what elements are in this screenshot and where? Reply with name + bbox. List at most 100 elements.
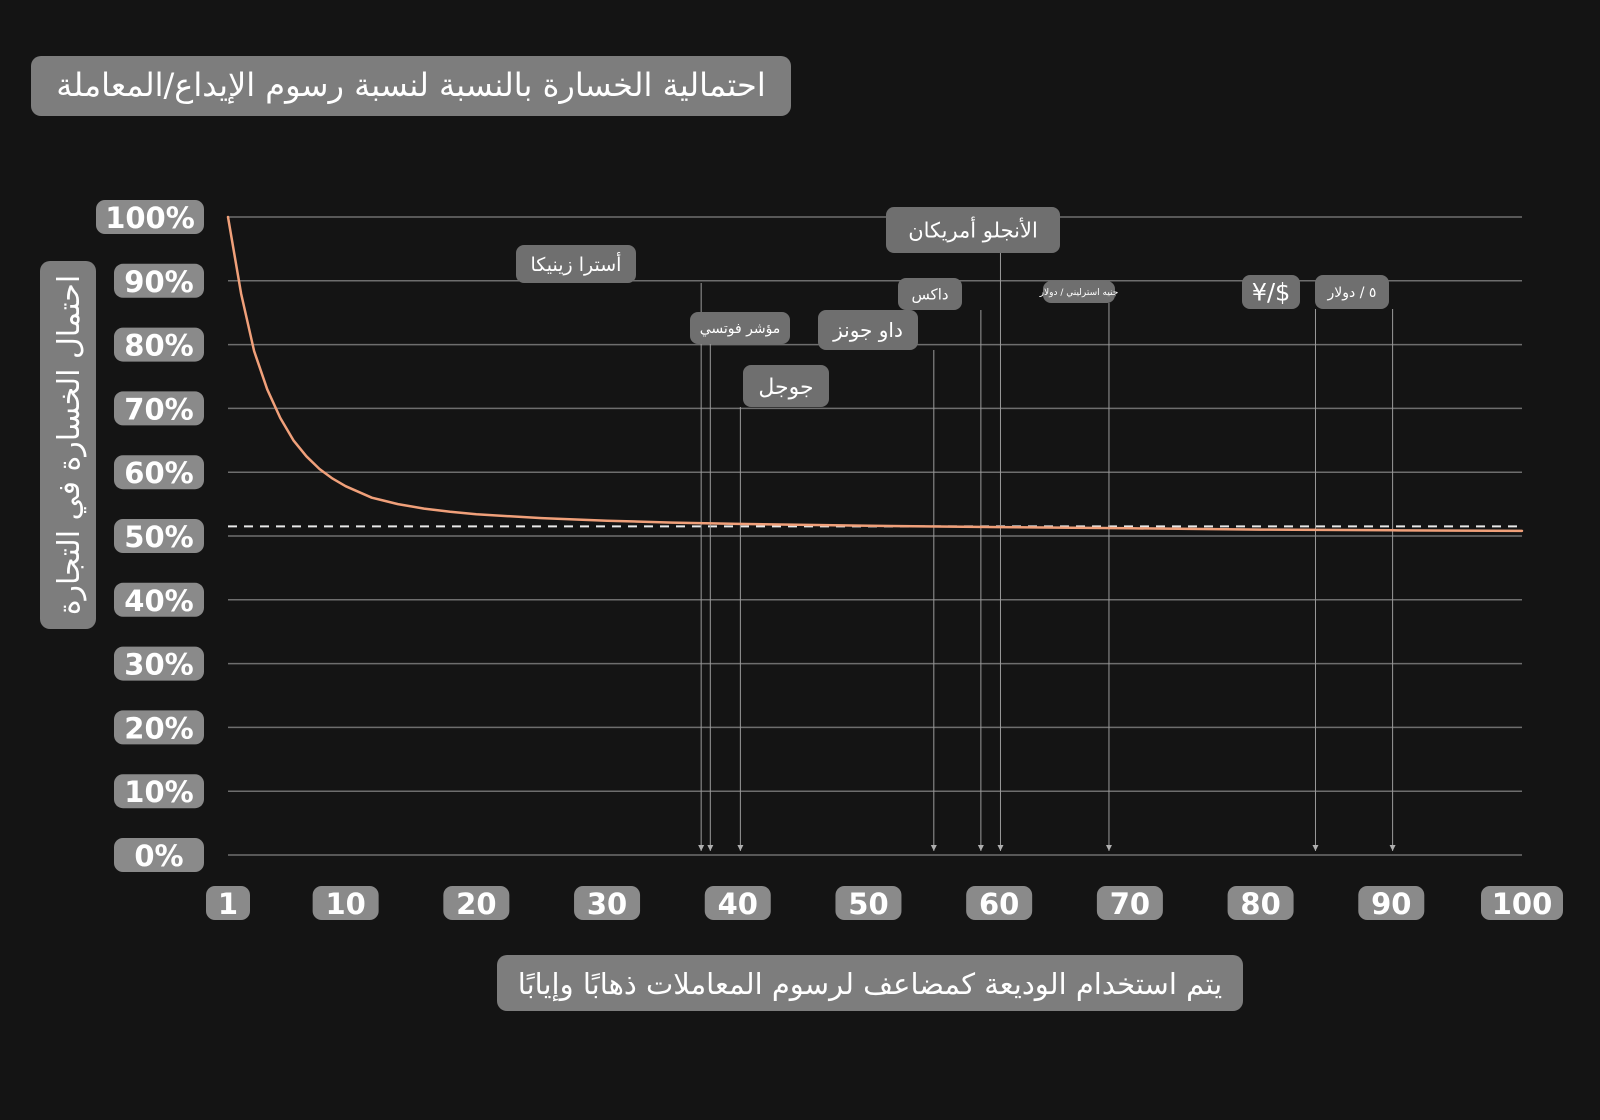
x-tick-pill	[206, 886, 250, 920]
annotation-text: الأنجلو أمريكان	[908, 217, 1038, 243]
annotation-text: جوجل	[758, 375, 813, 400]
x-tick-pill	[574, 886, 641, 920]
x-tick: 90	[1358, 886, 1425, 921]
y-tick-label: 10%	[124, 775, 193, 809]
y-tick-label: 50%	[124, 520, 193, 554]
annotation-arrow	[1312, 845, 1319, 851]
y-tick-label: 100%	[105, 201, 195, 235]
annotation-arrow	[997, 845, 1004, 851]
annotation-label: أسترا زينيكا	[516, 245, 636, 283]
series-layer	[226, 215, 1524, 533]
x-tick-label: 100	[1492, 887, 1553, 921]
annotation-pill	[886, 207, 1060, 253]
annotation-label: $/¥	[1242, 275, 1300, 309]
x-tick: 1	[206, 886, 250, 921]
x-tick-pill	[1227, 886, 1294, 920]
y-tick: 20%	[114, 710, 204, 745]
annotation-label: داو جونز	[818, 310, 918, 350]
annotation-pill	[516, 245, 636, 283]
y-tick-label: 90%	[124, 265, 193, 299]
x-tick-pill	[835, 886, 902, 920]
annotation-text: $/¥	[1252, 279, 1291, 307]
annotation-text: جنيه استرليني / دولار	[1039, 288, 1119, 298]
y-tick-pill	[96, 200, 204, 234]
y-axis-label-pill	[40, 261, 96, 629]
x-tick-label: 70	[1110, 887, 1150, 921]
x-tick-label: 90	[1371, 887, 1411, 921]
annotation-label: ٥ / دولار	[1315, 275, 1389, 309]
annotation-arrow	[1105, 845, 1112, 851]
y-tick-pill	[114, 519, 204, 553]
annotation-pill	[690, 312, 790, 344]
annotation-label: جوجل	[743, 365, 829, 407]
annotation-text: مؤشر فوتسي	[700, 321, 781, 337]
annotation-label: الأنجلو أمريكان	[886, 207, 1060, 253]
annotation-arrow	[977, 845, 984, 851]
y-ticks-layer: 0% 10% 20% 30% 40% 50% 60% 70% 80% 90% 100%	[96, 200, 204, 873]
y-tick: 100%	[96, 200, 204, 235]
y-tick-pill	[114, 455, 204, 490]
x-tick-pill	[1096, 886, 1163, 920]
annotation-text: أسترا زينيكا	[531, 252, 622, 276]
y-tick-label: 0%	[134, 839, 183, 873]
annotation-label: مؤشر فوتسي	[690, 312, 790, 344]
y-tick-pill	[114, 710, 204, 745]
chart-title-text: احتمالية الخسارة بالنسبة لنسبة رسوم الإي…	[56, 66, 765, 104]
annotation-label: جنيه استرليني / دولار	[1039, 281, 1119, 303]
y-tick-pill	[114, 838, 204, 872]
y-axis-label: احتمال الخسارة في التجارة	[40, 261, 96, 629]
annotation-pill	[1242, 275, 1300, 309]
x-tick-pill	[966, 886, 1033, 920]
annotation-arrow	[707, 845, 714, 851]
y-tick-label: 40%	[124, 584, 193, 618]
x-tick: 20	[443, 886, 510, 921]
annotation-arrow	[698, 845, 705, 851]
annotation-labels-layer: أسترا زينيكا مؤشر فوتسي جوجل داو جونز داكس ال…	[516, 207, 1389, 407]
y-tick-label: 60%	[124, 456, 193, 490]
annotation-text: ٥ / دولار	[1327, 285, 1377, 301]
annotation-arrow	[930, 845, 937, 851]
x-axis-label: يتم استخدام الوديعة كمضاعف لرسوم المعامل…	[497, 955, 1243, 1011]
annotation-text: داو جونز	[832, 318, 903, 342]
x-tick-label: 1	[218, 887, 238, 921]
x-tick-label: 50	[848, 887, 888, 921]
x-tick-label: 60	[979, 887, 1019, 921]
x-axis-label-text: يتم استخدام الوديعة كمضاعف لرسوم المعامل…	[518, 967, 1223, 1002]
y-tick: 90%	[114, 263, 204, 299]
y-tick: 30%	[114, 646, 204, 682]
y-tick-pill	[114, 391, 204, 426]
y-tick-label: 20%	[124, 711, 193, 745]
y-tick-label: 30%	[124, 648, 193, 682]
x-tick: 40	[704, 886, 771, 921]
x-tick-label: 10	[325, 887, 365, 921]
annotation-arrow	[737, 845, 744, 851]
x-ticks-layer: 1 10 20 30 40 50 60 70 80 90 100	[206, 886, 1563, 921]
y-axis-label-text: احتمال الخسارة في التجارة	[52, 275, 87, 615]
y-tick: 70%	[114, 391, 204, 426]
y-tick: 10%	[114, 774, 204, 809]
y-tick: 50%	[114, 519, 204, 554]
y-tick-pill	[114, 646, 204, 681]
x-tick: 100	[1481, 886, 1563, 921]
annotation-label: داكس	[898, 278, 962, 310]
y-tick-label: 80%	[124, 329, 193, 363]
annotation-pill	[743, 365, 829, 407]
x-axis-label-pill	[497, 955, 1243, 1011]
x-tick-pill	[704, 886, 771, 920]
y-tick-pill	[114, 774, 204, 809]
y-tick-pill	[114, 582, 204, 617]
y-tick: 80%	[114, 327, 204, 363]
x-tick: 50	[835, 886, 902, 921]
y-tick-pill	[114, 327, 204, 362]
x-tick: 60	[966, 886, 1033, 921]
y-tick: 40%	[114, 582, 204, 618]
x-tick-label: 40	[718, 887, 758, 921]
series-line	[226, 215, 1524, 533]
chart-title: احتمالية الخسارة بالنسبة لنسبة رسوم الإي…	[31, 56, 791, 116]
annotation-pill	[1315, 275, 1389, 309]
x-tick-pill	[1358, 886, 1425, 920]
annotation-lines-layer	[698, 253, 1396, 851]
x-tick-label: 20	[456, 887, 496, 921]
